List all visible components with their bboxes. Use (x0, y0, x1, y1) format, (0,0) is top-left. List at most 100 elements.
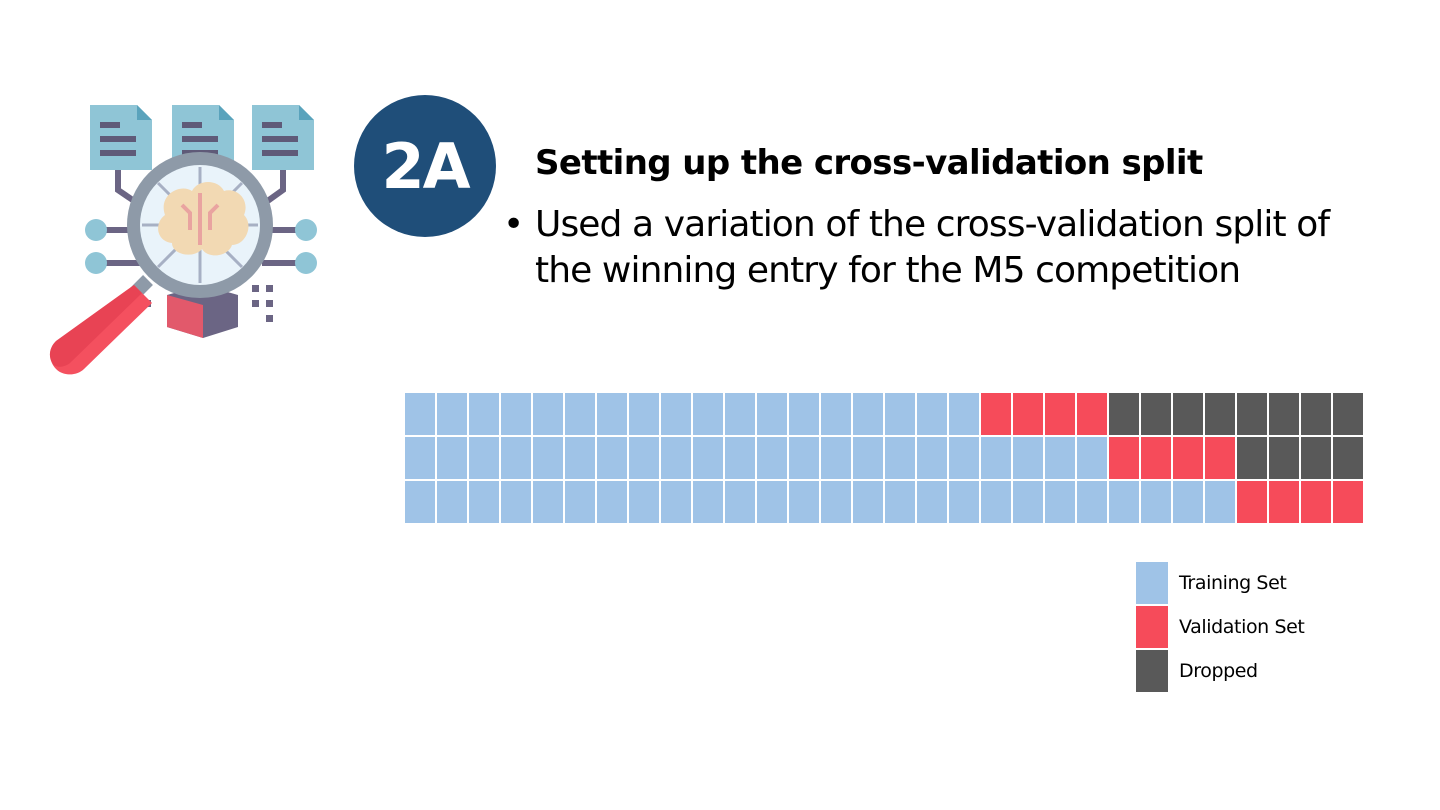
grid-cell-training (403, 479, 437, 525)
grid-cell-dropped (1139, 391, 1173, 437)
bullet-text: Used a variation of the cross-validation… (535, 204, 1330, 291)
legend-label-validation: Validation Set (1179, 616, 1305, 638)
grid-cell-dropped (1267, 435, 1301, 481)
split-grid-svg (403, 391, 1365, 525)
grid-cell-training (851, 391, 885, 437)
grid-cell-dropped (1235, 435, 1269, 481)
grid-cell-training (723, 435, 757, 481)
legend-item-dropped: Dropped (1136, 649, 1304, 693)
grid-cell-training (1043, 435, 1077, 481)
grid-cell-training (659, 435, 693, 481)
grid-cell-training (627, 391, 661, 437)
grid-cell-validation (1011, 391, 1045, 437)
grid-cell-training (787, 479, 821, 525)
legend: Training Set Validation Set Dropped (1136, 561, 1305, 693)
grid-cell-training (563, 435, 597, 481)
grid-cell-training (979, 479, 1013, 525)
grid-cell-training (1075, 479, 1109, 525)
grid-cell-dropped (1299, 391, 1333, 437)
grid-cell-training (435, 391, 469, 437)
grid-cell-training (691, 435, 725, 481)
section-badge: 2A (354, 95, 496, 237)
grid-cell-dropped (1203, 391, 1237, 437)
slide-heading: Setting up the cross-validation split (535, 143, 1203, 183)
grid-cell-training (755, 435, 789, 481)
grid-cell-dropped (1235, 391, 1269, 437)
grid-cell-training (851, 435, 885, 481)
grid-cell-training (915, 479, 949, 525)
section-badge-label: 2A (381, 129, 470, 203)
grid-cell-training (947, 435, 981, 481)
legend-swatch-validation (1136, 606, 1168, 648)
grid-cell-training (979, 435, 1013, 481)
grid-cell-training (851, 479, 885, 525)
grid-cell-validation (1171, 435, 1205, 481)
grid-cell-training (883, 435, 917, 481)
legend-swatch-dropped (1136, 650, 1168, 692)
grid-cell-training (563, 479, 597, 525)
grid-cell-dropped (1331, 435, 1365, 481)
grid-cell-training (723, 479, 757, 525)
grid-cell-training (1075, 435, 1109, 481)
grid-cell-dropped (1171, 391, 1205, 437)
grid-cell-training (915, 391, 949, 437)
magnifier-brain-documents-icon (40, 95, 330, 385)
grid-cell-training (691, 479, 725, 525)
grid-cell-training (819, 435, 853, 481)
grid-cell-training (1139, 479, 1173, 525)
grid-cell-training (595, 435, 629, 481)
grid-cell-training (819, 391, 853, 437)
grid-cell-training (947, 391, 981, 437)
legend-label-training: Training Set (1179, 572, 1287, 594)
grid-cell-training (467, 435, 501, 481)
legend-swatch-training (1136, 562, 1168, 604)
grid-cell-training (659, 391, 693, 437)
grid-cell-validation (979, 391, 1013, 437)
grid-cell-training (531, 391, 565, 437)
bullet-item: • Used a variation of the cross-validati… (503, 202, 1383, 294)
grid-cell-training (723, 391, 757, 437)
grid-cell-training (755, 391, 789, 437)
grid-cell-dropped (1299, 435, 1333, 481)
grid-cell-training (755, 479, 789, 525)
grid-cell-training (595, 479, 629, 525)
grid-cell-validation (1235, 479, 1269, 525)
grid-cell-training (915, 435, 949, 481)
grid-cell-training (947, 479, 981, 525)
grid-cell-training (1011, 479, 1045, 525)
grid-cell-training (403, 435, 437, 481)
grid-cell-training (467, 479, 501, 525)
grid-cell-training (403, 391, 437, 437)
grid-cell-validation (1299, 479, 1333, 525)
grid-cell-training (531, 479, 565, 525)
grid-cell-training (1171, 479, 1205, 525)
grid-cell-validation (1139, 435, 1173, 481)
grid-cell-training (1203, 479, 1237, 525)
legend-item-training: Training Set (1136, 561, 1304, 605)
grid-cell-training (1107, 479, 1141, 525)
grid-cell-training (435, 479, 469, 525)
grid-cell-training (819, 479, 853, 525)
grid-cell-training (627, 479, 661, 525)
split-grid (403, 391, 1365, 525)
grid-cell-training (563, 391, 597, 437)
grid-cell-training (499, 391, 533, 437)
grid-cell-training (531, 435, 565, 481)
legend-label-dropped: Dropped (1179, 660, 1258, 682)
grid-cell-dropped (1267, 391, 1301, 437)
grid-cell-dropped (1331, 391, 1365, 437)
grid-cell-training (1043, 479, 1077, 525)
legend-item-validation: Validation Set (1136, 605, 1305, 649)
grid-cell-validation (1043, 391, 1077, 437)
grid-cell-training (595, 391, 629, 437)
grid-cell-validation (1331, 479, 1365, 525)
grid-cell-training (691, 391, 725, 437)
grid-cell-training (787, 391, 821, 437)
grid-cell-training (787, 435, 821, 481)
grid-cell-training (467, 391, 501, 437)
grid-cell-training (659, 479, 693, 525)
bullet-marker: • (503, 204, 525, 245)
grid-cell-training (499, 435, 533, 481)
grid-cell-training (435, 435, 469, 481)
